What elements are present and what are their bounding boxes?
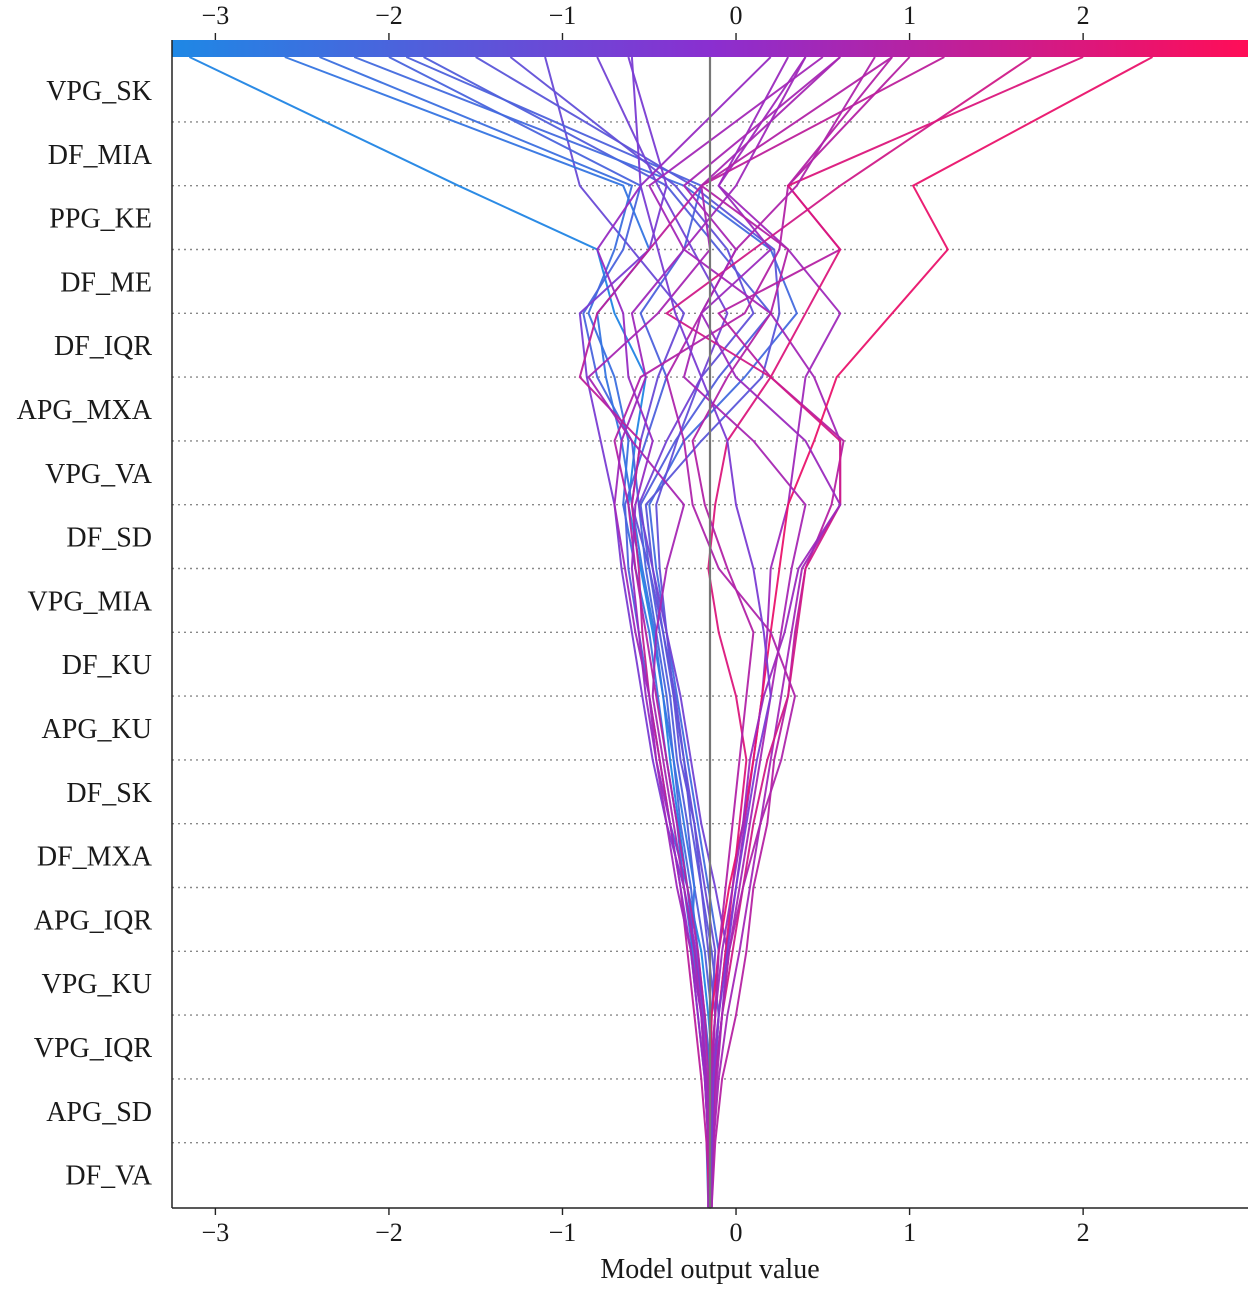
bottom-tick-label: −3 bbox=[202, 1218, 230, 1247]
feature-label-df-ku: DF_KU bbox=[62, 650, 152, 681]
feature-label-df-iqr: DF_IQR bbox=[54, 331, 152, 362]
bottom-tick-label: 1 bbox=[903, 1218, 916, 1247]
colorbar-strip bbox=[172, 40, 1248, 57]
bottom-tick-label: 2 bbox=[1077, 1218, 1090, 1247]
x-axis: −3 −3 −2 −2 −1 −1 0 0 1 1 2 2 bbox=[171, 1, 1248, 1247]
decision-line-sample-19 bbox=[613, 56, 893, 1208]
top-tick-label: 2 bbox=[1077, 1, 1090, 30]
top-tick-label: −2 bbox=[375, 1, 403, 30]
feature-label-df-sd: DF_SD bbox=[66, 523, 152, 554]
feature-label-vpg-va: VPG_VA bbox=[45, 459, 153, 490]
feature-label-df-va: DF_VA bbox=[65, 1161, 152, 1192]
feature-label-df-mxa: DF_MXA bbox=[37, 842, 153, 873]
colorbar bbox=[172, 40, 1248, 57]
decision-line-sample-22 bbox=[665, 56, 876, 1208]
feature-label-apg-mxa: APG_MXA bbox=[17, 395, 153, 426]
top-tick-label: 0 bbox=[730, 1, 743, 30]
feature-label-vpg-ku: VPG_KU bbox=[42, 969, 152, 1000]
feature-label-df-sk: DF_SK bbox=[66, 778, 152, 809]
bottom-tick-label: −2 bbox=[375, 1218, 403, 1247]
bottom-tick-label: −1 bbox=[549, 1218, 577, 1247]
feature-label-apg-iqr: APG_IQR bbox=[34, 905, 153, 936]
feature-label-apg-ku: APG_KU bbox=[42, 714, 152, 745]
x-axis-title: Model output value bbox=[600, 1254, 819, 1285]
top-tick-label: −1 bbox=[549, 1, 577, 30]
feature-label-apg-sd: APG_SD bbox=[46, 1097, 152, 1128]
bottom-tick-label: 0 bbox=[730, 1218, 743, 1247]
top-tick-label: 1 bbox=[903, 1, 916, 30]
decision-line-sample-27 bbox=[630, 56, 772, 1208]
decision-line-sample-24 bbox=[596, 56, 772, 1208]
feature-labels: VPG_SK DF_MIA PPG_KE DF_ME DF_IQR APG_MXA VPG_… bbox=[17, 76, 153, 1192]
feature-label-vpg-mia: VPG_MIA bbox=[28, 586, 153, 617]
feature-label-vpg-iqr: VPG_IQR bbox=[34, 1033, 153, 1064]
decision-line-sample-26 bbox=[613, 56, 807, 1208]
feature-label-df-me: DF_ME bbox=[60, 267, 152, 298]
feature-label-df-mia: DF_MIA bbox=[48, 140, 153, 171]
top-tick-label: −3 bbox=[202, 1, 230, 30]
feature-label-vpg-sk: VPG_SK bbox=[46, 76, 152, 107]
feature-label-ppg-ke: PPG_KE bbox=[49, 204, 152, 235]
